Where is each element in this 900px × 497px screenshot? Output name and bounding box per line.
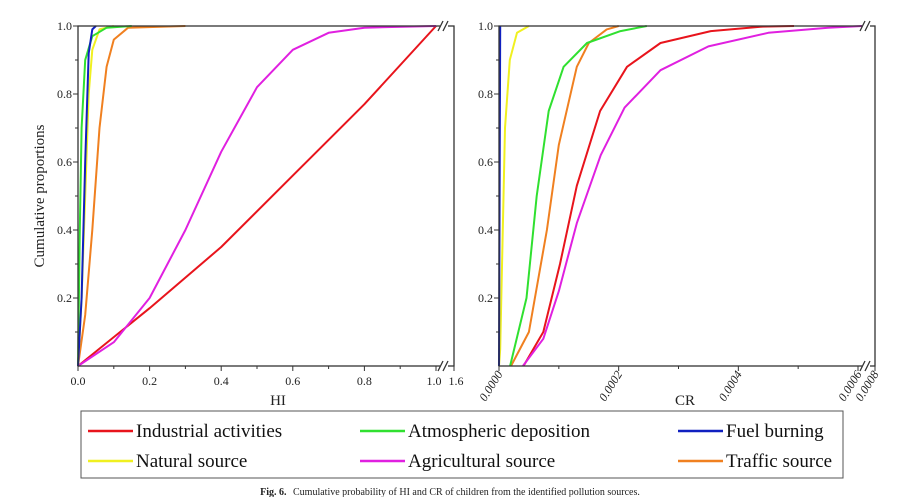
- axis-break-mark: [437, 20, 449, 32]
- caption-text: Cumulative probability of HI and CR of c…: [293, 487, 640, 497]
- y-tick-label: 1.0: [478, 19, 493, 33]
- y-tick-label: 0.6: [478, 155, 493, 169]
- legend-label: Traffic source: [726, 451, 832, 472]
- y-tick-label: 0.8: [478, 87, 493, 101]
- legend: Industrial activities Atmospheric deposit…: [80, 410, 844, 479]
- y-tick-label: 0.8: [57, 87, 72, 101]
- series-line-fuel-burning: [77, 25, 97, 367]
- right-x-axis-label: CR: [675, 393, 695, 409]
- x-tick-label: 0.0002: [596, 368, 625, 403]
- series-line-agricultural-source: [522, 25, 863, 367]
- legend-label: Fuel burning: [726, 421, 824, 442]
- left-x-axis-label: HI: [270, 393, 286, 409]
- figure-caption: Fig. 6. Cumulative probability of HI and…: [260, 487, 640, 497]
- right-chart-cr: 0.20.40.60.81.00.0000 0.0002 0.0004 0.00060…: [476, 19, 881, 404]
- legend-label: Agricultural source: [408, 451, 555, 472]
- x-tick-label: 0.4: [214, 374, 229, 388]
- y-tick-label: 1.0: [57, 19, 72, 33]
- axis-break-mark: [859, 360, 871, 372]
- legend-label: Atmospheric deposition: [408, 421, 591, 442]
- series-line-industrial-activities: [522, 25, 795, 367]
- y-tick-label: 0.2: [478, 291, 493, 305]
- series-line-agricultural-source: [77, 25, 437, 367]
- axis-break-mark: [437, 360, 449, 372]
- x-tick-label: 0.0000: [476, 368, 505, 403]
- left-chart-hi: 0.2 0.4 0.6 0.8 1.0 0.0 0.2 0.4 0.6 0.8 1.0 1.6: [57, 19, 464, 388]
- series-line-traffic-source: [77, 25, 186, 367]
- axis-break-gap: [440, 22, 448, 30]
- axis-break-mark: [859, 20, 871, 32]
- axis-break-gap: [440, 362, 448, 370]
- legend-box: [80, 410, 844, 479]
- x-tick-label: 1.6: [449, 374, 464, 388]
- x-tick-label: 0.8: [357, 374, 372, 388]
- series-line-atmospheric-deposition: [509, 25, 647, 367]
- y-tick-label: 0.2: [57, 291, 72, 305]
- x-tick-label: 0.0: [71, 374, 86, 388]
- legend-label: Industrial activities: [136, 421, 282, 442]
- legend-label: Natural source: [136, 451, 247, 472]
- plot-frame: [498, 25, 876, 367]
- y-tick-label: 0.4: [57, 223, 72, 237]
- series-line-industrial-activities: [77, 25, 437, 367]
- axis-break-gap: [862, 22, 870, 30]
- left-y-axis-label: Cumulative proportions: [32, 124, 48, 267]
- x-tick-label: 0.6: [285, 374, 300, 388]
- x-tick-label: 0.0004: [716, 368, 745, 403]
- x-tick-label: 1.0: [427, 374, 442, 388]
- caption-label: Fig. 6.: [260, 487, 287, 497]
- x-tick-label: 0.2: [142, 374, 157, 388]
- axis-break-gap: [862, 362, 870, 370]
- series-line-atmospheric-deposition: [77, 25, 132, 367]
- series-line-natural-source: [498, 25, 530, 367]
- y-tick-label: 0.6: [57, 155, 72, 169]
- y-tick-label: 0.4: [478, 223, 493, 237]
- series-line-traffic-source: [510, 25, 619, 367]
